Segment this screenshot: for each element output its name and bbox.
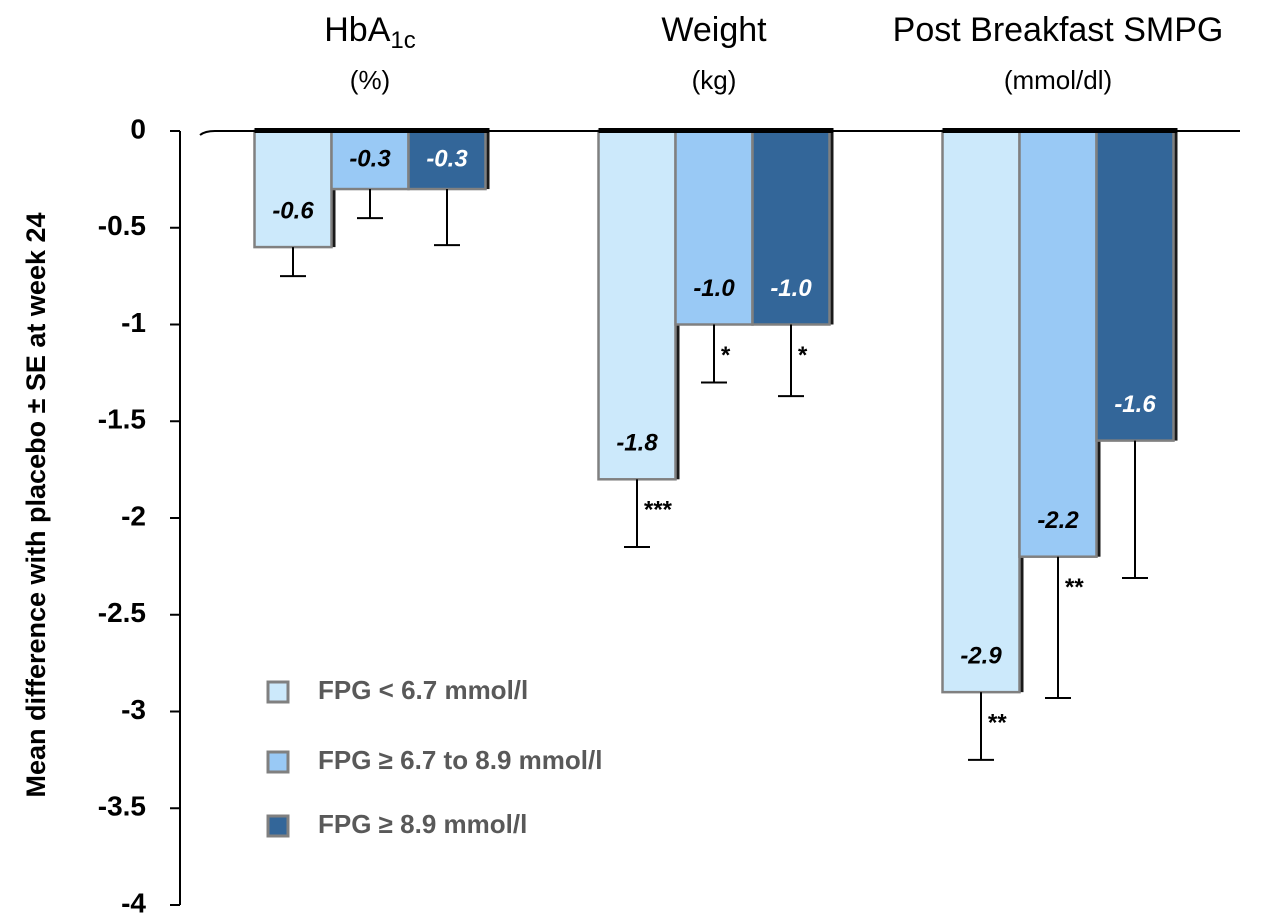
value-label: -0.3 — [349, 145, 391, 172]
y-tick-label: -3 — [121, 694, 146, 725]
y-tick-label: -0.5 — [98, 210, 146, 241]
bar-top — [942, 128, 1178, 133]
value-label: -1.8 — [616, 430, 658, 457]
category-title: HbA1c — [324, 11, 416, 54]
category-unit: (kg) — [692, 65, 737, 95]
significance: * — [797, 342, 808, 369]
y-tick-label: -1.5 — [98, 404, 146, 435]
y-tick-label: -1 — [121, 307, 146, 338]
x-axis — [199, 130, 1240, 136]
y-tick-label: -4 — [121, 887, 146, 918]
significance: ** — [987, 709, 1007, 736]
legend-label: FPG < 6.7 mmol/l — [318, 675, 528, 705]
bar — [941, 129, 1021, 694]
y-tick-label: -3.5 — [98, 791, 146, 822]
bar — [407, 129, 487, 191]
category-title: Post Breakfast SMPG — [893, 11, 1224, 49]
legend-label: FPG ≥ 8.9 mmol/l — [318, 809, 527, 839]
y-tick-label: 0 — [130, 113, 146, 144]
legend-swatch — [266, 814, 290, 838]
category-unit: (mmol/dl) — [1004, 65, 1112, 95]
y-tick-label: -2.5 — [98, 597, 146, 628]
category-title: Weight — [661, 11, 767, 49]
bar — [253, 129, 333, 249]
bar — [751, 129, 831, 326]
y-axis-title: Mean difference with placebo ± SE at wee… — [21, 212, 51, 797]
legend-swatch — [266, 750, 290, 774]
y-tick-label: -2 — [121, 500, 146, 531]
bar — [1018, 129, 1098, 558]
legend-label: FPG ≥ 6.7 to 8.9 mmol/l — [318, 745, 602, 775]
significance: * — [720, 342, 731, 369]
bar-top — [598, 128, 834, 133]
value-label: -2.2 — [1037, 507, 1079, 534]
significance: ** — [1064, 574, 1084, 601]
bar — [597, 129, 677, 481]
value-label: -1.0 — [770, 275, 812, 302]
category-unit: (%) — [350, 65, 390, 95]
value-label: -0.3 — [426, 145, 468, 172]
bar-top — [254, 128, 490, 133]
value-label: -1.0 — [693, 275, 735, 302]
value-label: -2.9 — [960, 642, 1002, 669]
significance: *** — [643, 497, 673, 524]
legend-swatch — [266, 680, 290, 704]
value-label: -1.6 — [1114, 391, 1156, 418]
value-label: -0.6 — [272, 197, 314, 224]
